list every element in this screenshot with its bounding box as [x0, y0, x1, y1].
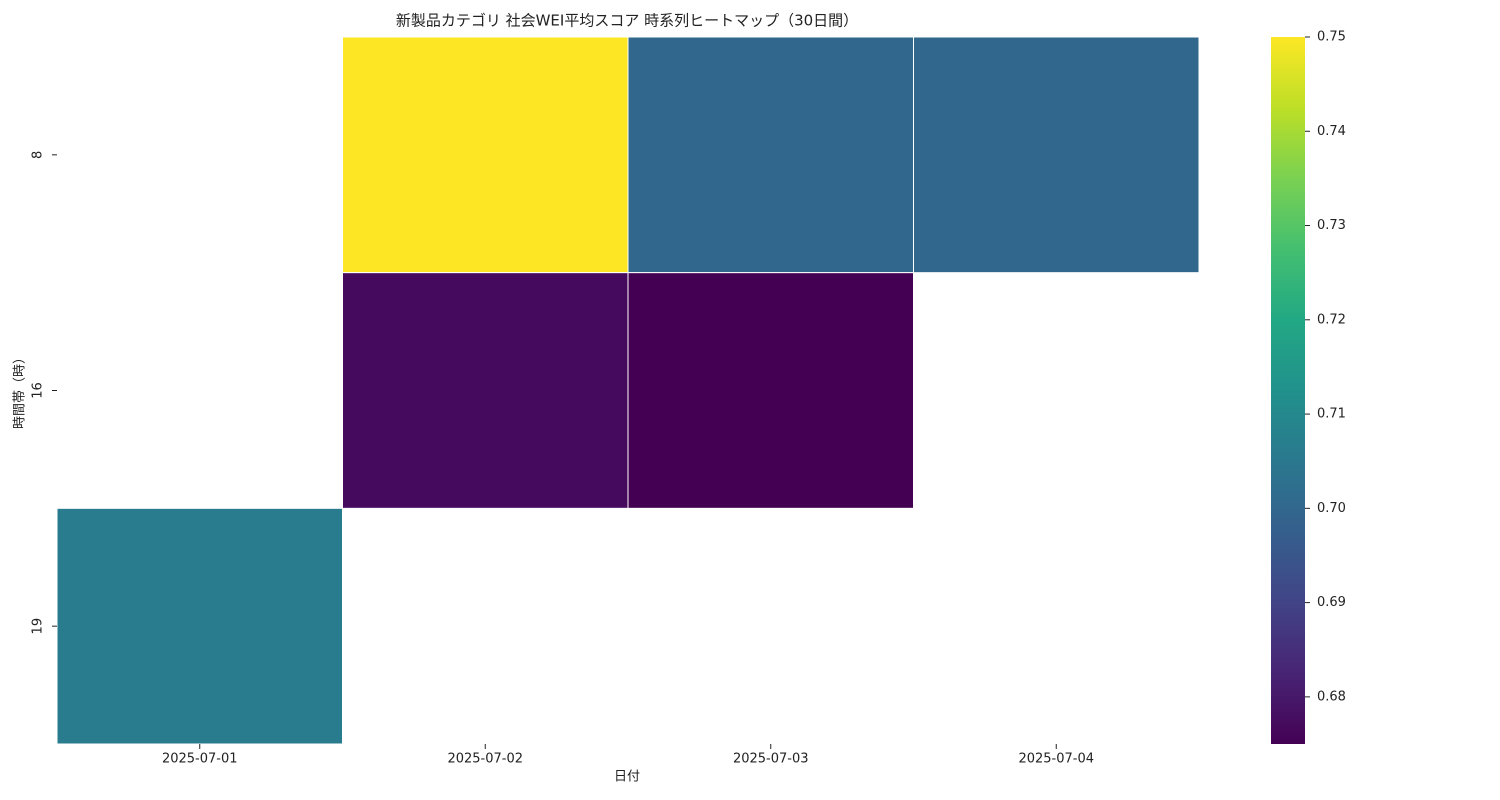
colorbar-tick-label: 0.70 — [1317, 501, 1346, 516]
heatmap-cell — [913, 36, 1200, 274]
chart-title: 新製品カテゴリ 社会WEI平均スコア 時系列ヒートマップ（30日間） — [396, 12, 858, 30]
colorbar — [1271, 37, 1305, 744]
colorbar-tick-label: 0.72 — [1317, 312, 1346, 327]
x-tick-label: 2025-07-04 — [1018, 752, 1094, 767]
y-tick-label: 16 — [31, 382, 46, 399]
y-tick-label: 8 — [31, 151, 46, 159]
colorbar-tick-label: 0.75 — [1317, 30, 1346, 45]
colorbar-tick-label: 0.74 — [1317, 124, 1346, 139]
colorbar-tick-label: 0.69 — [1317, 595, 1346, 610]
y-tick-label: 19 — [31, 618, 46, 635]
x-tick-label: 2025-07-02 — [447, 752, 523, 767]
heatmap-cell — [627, 272, 914, 509]
heatmap-cell — [342, 272, 629, 509]
heatmap-cell — [56, 507, 343, 745]
colorbar-tick-label: 0.73 — [1317, 218, 1346, 233]
heatmap-cell — [342, 36, 629, 274]
x-axis-label: 日付 — [614, 770, 640, 785]
colorbar-tick-label: 0.68 — [1317, 689, 1346, 704]
colorbar-tick-label: 0.71 — [1317, 407, 1346, 422]
x-tick-label: 2025-07-01 — [162, 752, 238, 767]
y-axis-label: 時間帯（時） — [13, 351, 28, 429]
heatmap-cell — [627, 36, 914, 274]
x-tick-label: 2025-07-03 — [733, 752, 809, 767]
